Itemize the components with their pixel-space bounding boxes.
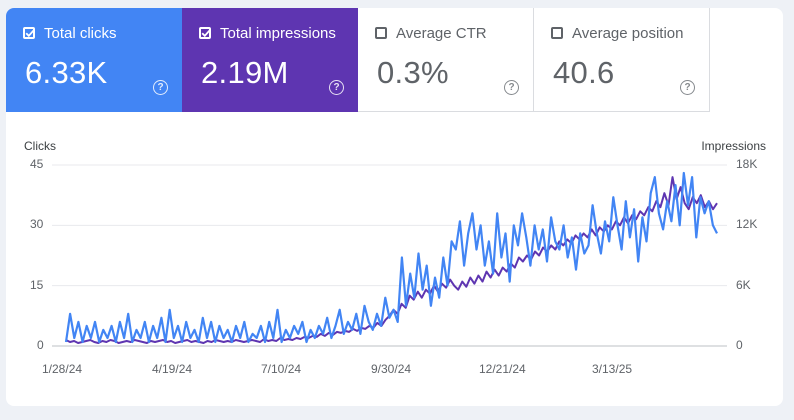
help-icon[interactable]: ? bbox=[680, 80, 695, 95]
checkbox-unchecked-icon[interactable] bbox=[375, 27, 387, 39]
right-axis-title: Impressions bbox=[701, 139, 766, 153]
performance-chart bbox=[52, 164, 727, 347]
metric-average-position[interactable]: Average position 40.6 ? bbox=[534, 8, 710, 112]
checkbox-unchecked-icon[interactable] bbox=[551, 27, 563, 39]
right-tick: 0 bbox=[736, 338, 743, 352]
metric-tabs: Total clicks 6.33K ? Total impressions 2… bbox=[6, 8, 783, 112]
performance-card: Total clicks 6.33K ? Total impressions 2… bbox=[6, 8, 783, 406]
metric-value: 6.33K bbox=[25, 55, 108, 90]
metric-label: Average CTR bbox=[396, 25, 487, 42]
x-tick: 4/19/24 bbox=[152, 362, 193, 376]
x-tick: 1/28/24 bbox=[42, 362, 83, 376]
right-tick: 18K bbox=[736, 157, 758, 171]
help-icon[interactable]: ? bbox=[504, 80, 519, 95]
left-tick: 0 bbox=[37, 338, 44, 352]
checkbox-checked-icon[interactable] bbox=[199, 27, 211, 39]
help-icon[interactable]: ? bbox=[329, 80, 344, 95]
metric-value: 40.6 bbox=[553, 55, 615, 90]
x-tick: 12/21/24 bbox=[479, 362, 526, 376]
x-tick: 3/13/25 bbox=[592, 362, 633, 376]
metric-average-ctr[interactable]: Average CTR 0.3% ? bbox=[358, 8, 534, 112]
left-tick: 45 bbox=[30, 157, 44, 171]
impressions-series-line bbox=[65, 176, 718, 344]
clicks-series-line bbox=[64, 171, 718, 344]
metric-total-clicks[interactable]: Total clicks 6.33K ? bbox=[6, 8, 182, 112]
right-tick: 12K bbox=[736, 217, 758, 231]
x-tick: 9/30/24 bbox=[371, 362, 412, 376]
left-tick: 30 bbox=[30, 217, 44, 231]
left-tick: 15 bbox=[30, 278, 44, 292]
metric-value: 2.19M bbox=[201, 55, 289, 90]
metric-label: Total impressions bbox=[220, 25, 336, 42]
metric-value: 0.3% bbox=[377, 55, 449, 90]
help-icon[interactable]: ? bbox=[153, 80, 168, 95]
left-axis-title: Clicks bbox=[24, 139, 56, 153]
checkbox-checked-icon[interactable] bbox=[23, 27, 35, 39]
right-tick: 6K bbox=[736, 278, 751, 292]
metric-label: Total clicks bbox=[44, 25, 117, 42]
metric-total-impressions[interactable]: Total impressions 2.19M ? bbox=[182, 8, 358, 112]
metric-label: Average position bbox=[572, 25, 684, 42]
x-tick: 7/10/24 bbox=[261, 362, 302, 376]
series-layer bbox=[64, 171, 718, 344]
